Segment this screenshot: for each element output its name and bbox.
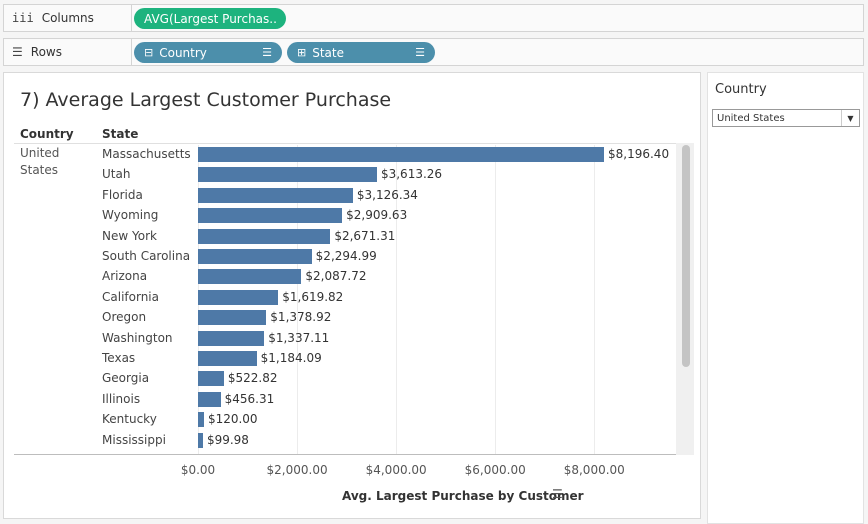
dropdown-value: United States [717, 112, 785, 124]
country-filter-dropdown[interactable]: United States ▼ [712, 109, 860, 127]
bar-value-label: $1,184.09 [260, 351, 322, 365]
bar-value-label: $8,196.40 [608, 147, 670, 161]
bar-value-label: $456.31 [224, 391, 275, 406]
x-axis-line [14, 454, 676, 455]
state-label[interactable]: Georgia [102, 371, 150, 386]
scrollbar-thumb[interactable] [682, 145, 690, 367]
state-pill[interactable]: ⊞ State ☰ [287, 42, 435, 63]
bar-value-label: $3,613.26 [380, 167, 443, 182]
bar-value-label: $2,671.31 [334, 228, 396, 243]
bar[interactable] [198, 228, 331, 244]
bar[interactable] [198, 330, 265, 346]
state-label[interactable]: California [102, 289, 159, 304]
columns-label: Columns [41, 11, 94, 25]
sheet-title: 7) Average Largest Customer Purchase [20, 89, 392, 111]
columns-shelf-label: iii Columns [4, 5, 132, 31]
pill-text: State [312, 45, 344, 60]
state-header[interactable]: State [102, 127, 139, 141]
avg-largest-purchase-pill[interactable]: AVG(Largest Purchas.. [134, 8, 286, 29]
bar-value-label: $3,126.34 [356, 187, 418, 202]
bar[interactable] [198, 167, 377, 183]
bar[interactable] [198, 187, 353, 203]
columns-icon: iii [12, 11, 34, 25]
bar[interactable] [198, 371, 224, 387]
columns-shelf[interactable]: iii Columns AVG(Largest Purchas.. [3, 4, 864, 32]
bar[interactable] [198, 208, 343, 224]
gridline [297, 145, 299, 454]
country-pill[interactable]: ⊟ Country ☰ [134, 42, 282, 63]
filter-title: Country [715, 82, 767, 97]
bar[interactable] [198, 412, 204, 428]
header-divider [14, 143, 676, 144]
state-label[interactable]: Kentucky [102, 412, 157, 427]
state-label[interactable]: Oregon [102, 310, 147, 325]
state-label[interactable]: Washington [102, 330, 173, 345]
state-label[interactable]: New York [102, 228, 157, 243]
bar[interactable] [198, 249, 312, 264]
sort-icon: ☰ [262, 46, 272, 59]
x-tick-label: $6,000.00 [464, 463, 526, 477]
bar[interactable] [198, 310, 267, 326]
state-label[interactable]: Mississippi [102, 432, 166, 447]
x-tick-label: $2,000.00 [266, 463, 328, 477]
expand-icon: ⊞ [297, 46, 307, 59]
state-label[interactable]: Wyoming [102, 208, 159, 223]
dropdown-arrow-icon[interactable]: ▼ [841, 110, 859, 126]
bar-value-label: $522.82 [227, 371, 278, 386]
rows-icon: ☰ [12, 45, 23, 59]
bar-value-label: $2,087.72 [305, 269, 367, 284]
state-label[interactable]: Utah [102, 167, 131, 182]
bar[interactable] [198, 289, 279, 305]
rows-label: Rows [30, 45, 62, 59]
bar[interactable] [198, 432, 203, 448]
country-header[interactable]: Country [20, 127, 74, 141]
state-label[interactable]: Florida [102, 187, 143, 202]
country-filter-card: Country United States ▼ [707, 72, 864, 524]
bar-value-label: $1,378.92 [270, 310, 332, 325]
x-tick-label: $8,000.00 [563, 463, 625, 477]
state-label[interactable]: Arizona [102, 269, 148, 284]
state-label[interactable]: Massachusetts [102, 147, 191, 161]
gridline [495, 145, 497, 454]
bar[interactable] [198, 147, 604, 162]
bar[interactable] [198, 351, 257, 366]
state-label[interactable]: South Carolina [102, 249, 191, 263]
sort-icon: ☰ [415, 46, 425, 59]
gridline [594, 145, 596, 454]
rows-shelf[interactable]: ☰ Rows ⊟ Country ☰ ⊞ State ☰ [3, 38, 864, 66]
bar-value-label: $2,909.63 [346, 208, 408, 223]
x-axis-title[interactable]: Avg. Largest Purchase by Customer [342, 489, 584, 503]
bar-value-label: $1,619.82 [282, 289, 344, 304]
state-label[interactable]: Texas [102, 351, 136, 365]
rows-shelf-label: ☰ Rows [4, 39, 132, 65]
bar-value-label: $2,294.99 [315, 249, 377, 263]
state-label[interactable]: Illinois [102, 391, 141, 406]
worksheet: 7) Average Largest Customer Purchase Cou… [3, 72, 701, 519]
gridline [396, 145, 398, 454]
axis-sort-icon[interactable]: ☰ [552, 487, 563, 501]
bar[interactable] [198, 391, 221, 407]
x-tick-label: $0.00 [180, 463, 216, 477]
bar[interactable] [198, 269, 302, 285]
bar-value-label: $120.00 [207, 412, 258, 427]
bar-value-label: $1,337.11 [268, 330, 330, 345]
bar-value-label: $99.98 [206, 432, 249, 447]
x-tick-label: $4,000.00 [365, 463, 427, 477]
pill-text: AVG(Largest Purchas.. [144, 11, 277, 26]
pill-text: Country [159, 45, 207, 60]
country-value[interactable]: United States [20, 146, 60, 177]
collapse-icon: ⊟ [144, 46, 154, 59]
